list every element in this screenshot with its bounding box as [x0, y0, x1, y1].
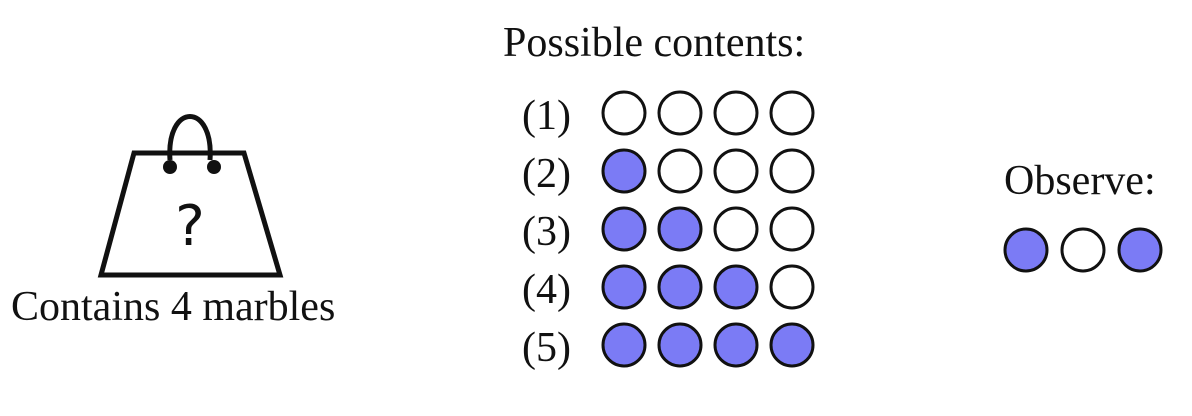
bag-handle-knob-left: [163, 160, 177, 174]
bag-caption: Contains 4 marbles: [11, 284, 336, 330]
bag-body: [97, 150, 284, 278]
blue-marble: [657, 264, 703, 310]
observe-heading: Observe:: [1004, 158, 1156, 204]
bag-handle-knob-right: [207, 160, 221, 174]
blue-marble: [601, 148, 647, 194]
white-marble: [713, 90, 759, 136]
blue-marble: [769, 322, 815, 368]
marbles-grid: [601, 90, 815, 368]
white-marble: [657, 148, 703, 194]
white-marble: [657, 90, 703, 136]
row-label: (2): [522, 151, 571, 197]
row-label: (5): [522, 325, 571, 371]
row-label: (1): [522, 93, 571, 139]
observed-marbles: [1003, 227, 1163, 273]
blue-marble: [601, 206, 647, 252]
blue-marble: [657, 322, 703, 368]
blue-marble: [713, 264, 759, 310]
blue-marble: [1003, 227, 1049, 273]
blue-marble: [713, 322, 759, 368]
row-label: (4): [522, 267, 571, 313]
white-marble: [769, 90, 815, 136]
white-marble: [601, 90, 647, 136]
bag-handle: [167, 114, 213, 161]
question-mark: ?: [175, 194, 205, 259]
white-marble: [1060, 227, 1106, 273]
blue-marble: [657, 206, 703, 252]
white-marble: [713, 206, 759, 252]
row-label: (3): [522, 209, 571, 255]
bag-icon: ?: [97, 114, 284, 278]
blue-marble: [1117, 227, 1163, 273]
blue-marble: [601, 322, 647, 368]
blue-marble: [601, 264, 647, 310]
possible-contents-heading: Possible contents:: [503, 20, 806, 66]
white-marble: [769, 148, 815, 194]
white-marble: [769, 206, 815, 252]
white-marble: [713, 148, 759, 194]
white-marble: [769, 264, 815, 310]
